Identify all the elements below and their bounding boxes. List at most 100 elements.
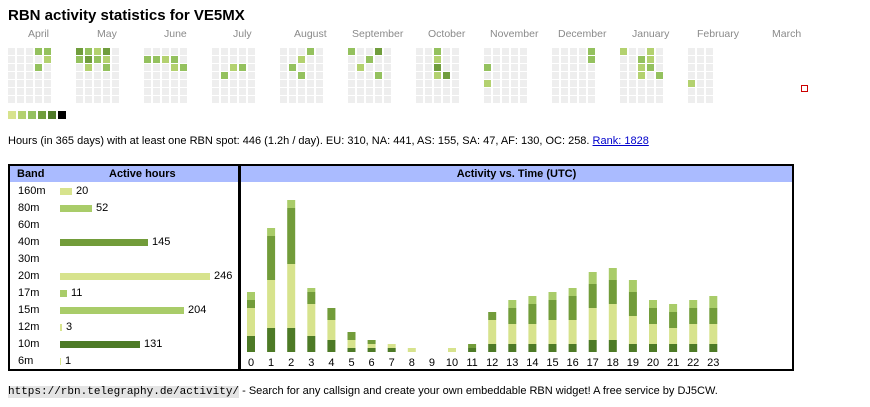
heatmap-day-cell (570, 80, 577, 87)
heatmap-day-cell (366, 56, 373, 63)
heatmap-day-cell (230, 88, 237, 95)
legend-swatch (38, 111, 46, 119)
hour-tick-label: 14 (526, 357, 538, 369)
activity-bar-segment (287, 208, 296, 264)
heatmap-day-cell (280, 96, 287, 103)
month-label: September (352, 28, 404, 40)
activity-bar-segment (528, 296, 537, 304)
heatmap-day-cell (94, 48, 101, 55)
heatmap-day-cell (706, 72, 713, 79)
footer-url[interactable]: https://rbn.telegraphy.de/activity/ (8, 386, 240, 398)
hour-tick-label: 12 (486, 357, 498, 369)
heatmap-day-cell (153, 96, 160, 103)
heatmap-day-cell (144, 48, 151, 55)
activity-bar-segment (387, 348, 396, 352)
heatmap-day-cell (638, 96, 645, 103)
heatmap-day-cell (8, 48, 15, 55)
activity-bar-segment (649, 308, 657, 324)
heatmap-day-cell (153, 64, 160, 71)
band-hours-bar (60, 290, 67, 297)
legend-swatch (8, 111, 16, 119)
heatmap-day-cell (520, 80, 527, 87)
hour-tick-label: 17 (587, 357, 599, 369)
heatmap-day-cell (502, 96, 509, 103)
hour-tick-label: 10 (446, 357, 458, 369)
band-name: 20m (18, 270, 40, 282)
activity-bar-segment (508, 344, 517, 352)
heatmap-day-cell (221, 64, 228, 71)
band-hours-bar (60, 358, 61, 365)
heatmap-day-cell (656, 64, 663, 71)
heatmap-day-cell (384, 88, 391, 95)
summary-text: Hours (in 365 days) with at least one RB… (8, 135, 590, 147)
heatmap-day-cell (26, 64, 33, 71)
heatmap-day-cell (620, 72, 627, 79)
activity-bar-segment (568, 320, 577, 344)
heatmap-day-cell (316, 80, 323, 87)
heatmap-day-cell (298, 80, 305, 87)
activity-bar-segment (307, 292, 316, 304)
heatmap-day-cell (153, 88, 160, 95)
hour-tick-label: 1 (268, 357, 274, 369)
heatmap-day-cell (561, 64, 568, 71)
heatmap-day-cell (221, 56, 228, 63)
heatmap-day-cell (289, 96, 296, 103)
heatmap-day-cell (44, 48, 51, 55)
active-hours-column-header: Active hours (109, 168, 176, 180)
heatmap-day-cell (357, 96, 364, 103)
heatmap-day-cell (289, 64, 296, 71)
activity-bar-segment (608, 304, 617, 340)
heatmap-day-cell (35, 56, 42, 63)
hour-tick-label: 11 (466, 357, 477, 369)
activity-chart-svg: 0 1 2 3 4 5 6 7 8 9 10 11 12 13 14 15 16 17 18 19 20 21 22 23 (247, 200, 719, 369)
heatmap-day-cell (484, 56, 491, 63)
heatmap-day-cell (502, 56, 509, 63)
heatmap-day-cell (94, 88, 101, 95)
activity-vs-time-chart: 0 1 2 3 4 5 6 7 8 9 10 11 12 13 14 15 16 17 18 19 20 21 22 23 A… (239, 164, 794, 371)
activity-bar-segment (689, 344, 698, 352)
activity-bar-segment (608, 268, 617, 280)
heatmap-day-cell (656, 72, 663, 79)
heatmap-day-cell (520, 56, 527, 63)
heatmap-day-cell (307, 72, 314, 79)
hour-tick-label: 19 (627, 357, 639, 369)
heatmap-day-cell (443, 64, 450, 71)
band-name: 12m (18, 321, 40, 333)
activity-bar-segment (528, 304, 537, 324)
band-hours-bar (60, 324, 62, 331)
month-labels: April May June July August September Oct… (0, 28, 870, 42)
heatmap-day-cell (452, 88, 459, 95)
band-hours-bar (60, 307, 184, 314)
heatmap-day-cell (511, 48, 518, 55)
heatmap-day-cell (298, 88, 305, 95)
heatmap-day-cell (638, 48, 645, 55)
rank-link[interactable]: Rank: 1828 (592, 135, 649, 147)
heatmap-day-cell (171, 64, 178, 71)
heatmap-day-cell (620, 80, 627, 87)
activity-bar-segment (649, 344, 657, 352)
heatmap-day-cell (26, 48, 33, 55)
today-marker (801, 85, 808, 92)
activity-bar-segment (407, 348, 416, 352)
heatmap-day-cell (706, 80, 713, 87)
heatmap-day-cell (35, 96, 42, 103)
heatmap-day-cell (638, 56, 645, 63)
heatmap-day-cell (688, 80, 695, 87)
heatmap-day-cell (153, 56, 160, 63)
heatmap-day-cell (620, 56, 627, 63)
activity-bar-segment (528, 344, 537, 352)
heatmap-day-cell (416, 88, 423, 95)
heatmap-day-cell (316, 88, 323, 95)
heatmap-day-cell (212, 48, 219, 55)
heatmap-day-cell (17, 80, 24, 87)
heatmap-day-cell (162, 56, 169, 63)
heatmap-day-cell (561, 56, 568, 63)
activity-bar-segment (307, 304, 316, 336)
heatmap-day-cell (511, 72, 518, 79)
heatmap-day-cell (230, 80, 237, 87)
hour-tick-label: 2 (288, 357, 294, 369)
heatmap-day-cell (511, 56, 518, 63)
heatmap-day-cell (511, 88, 518, 95)
heatmap-day-cell (248, 48, 255, 55)
heatmap-day-cell (416, 56, 423, 63)
